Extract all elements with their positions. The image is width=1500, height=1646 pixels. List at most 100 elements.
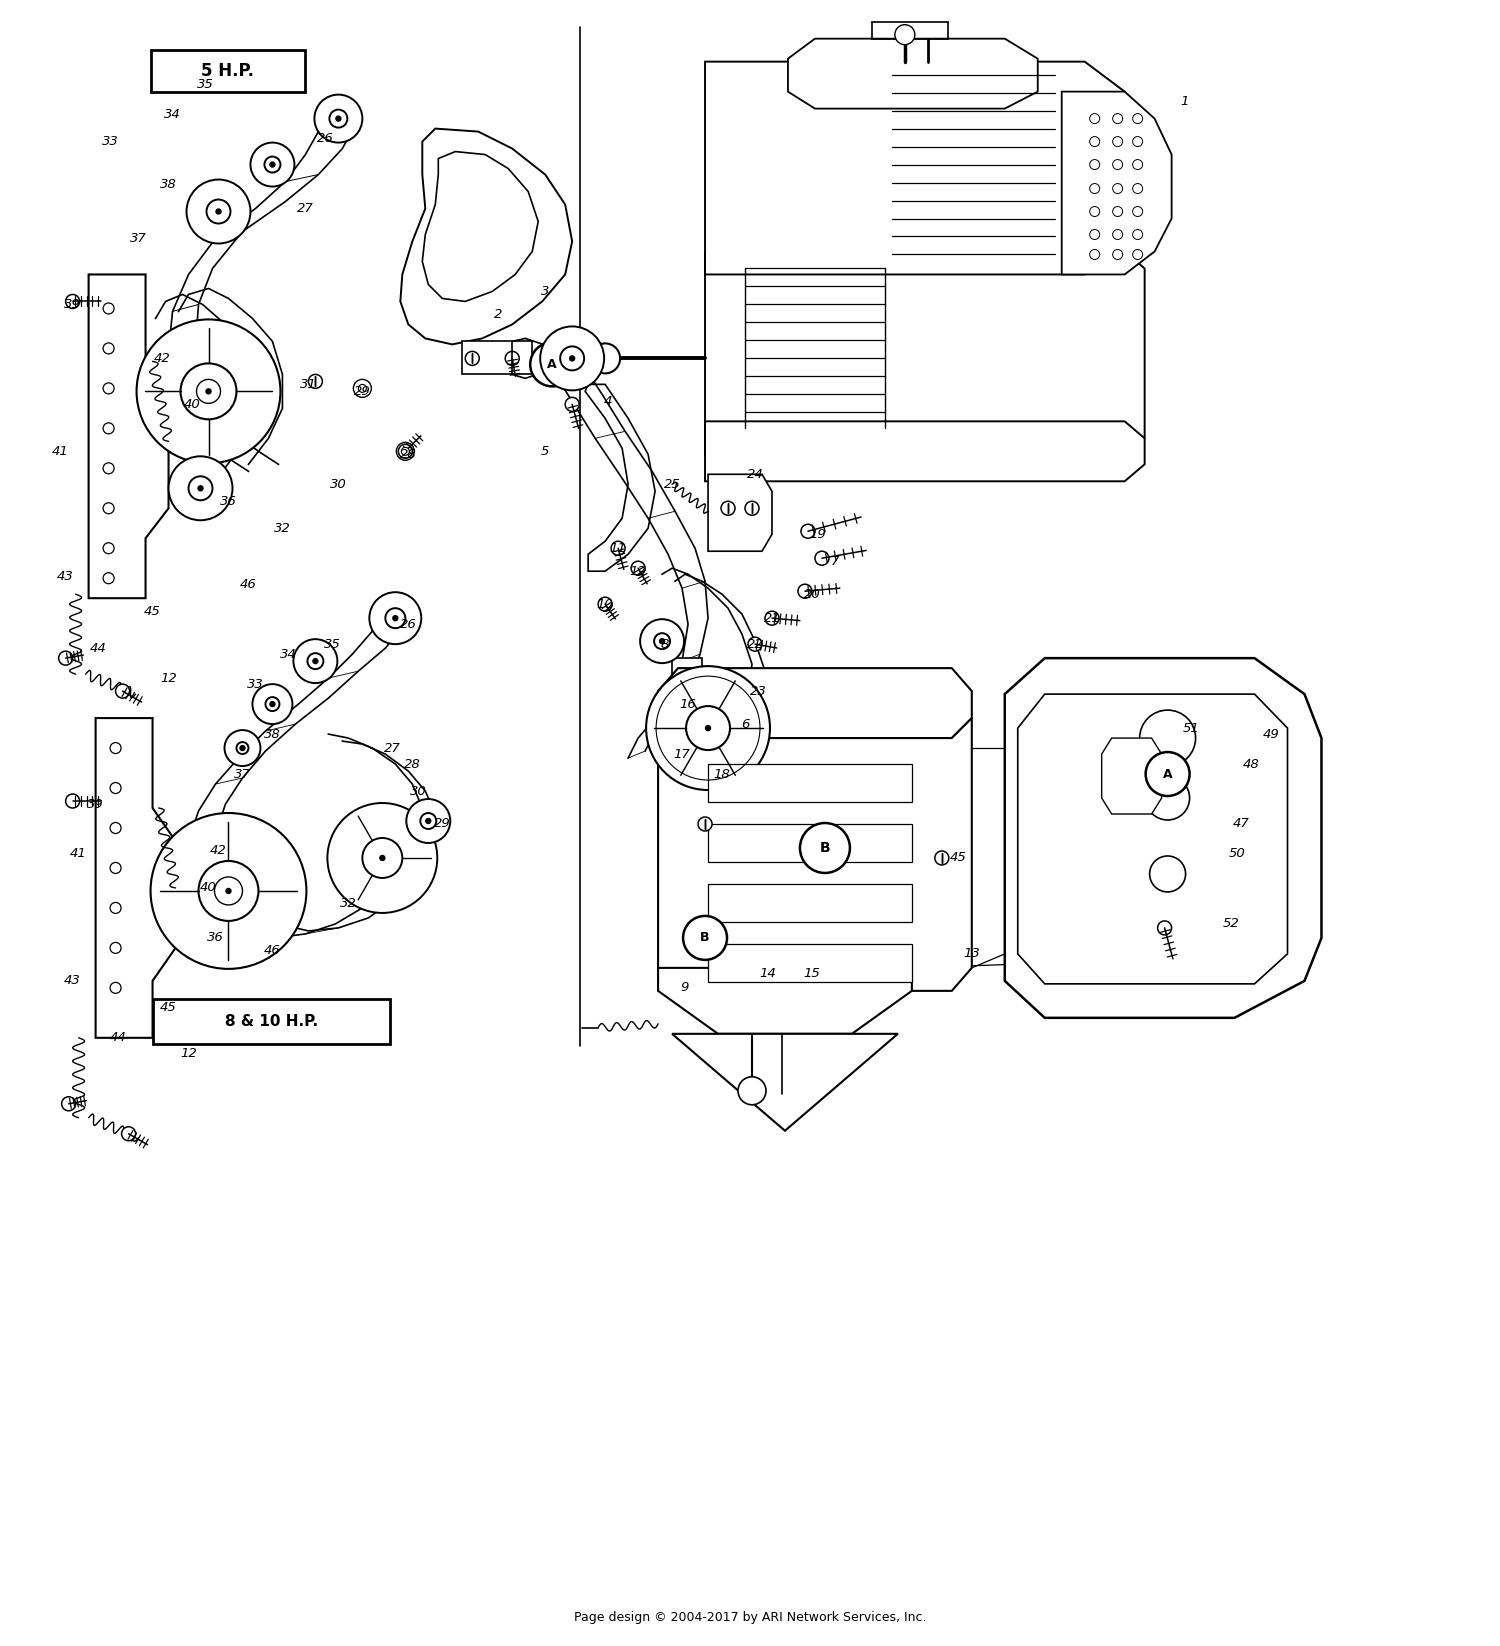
Text: 33: 33 (102, 135, 118, 148)
Circle shape (1132, 229, 1143, 239)
Circle shape (270, 161, 274, 166)
Polygon shape (672, 1034, 898, 1131)
Polygon shape (672, 793, 754, 854)
Circle shape (240, 746, 244, 751)
Circle shape (104, 543, 114, 553)
Text: 46: 46 (240, 578, 256, 591)
Text: 37: 37 (234, 767, 250, 780)
Circle shape (1146, 752, 1190, 797)
Text: 36: 36 (220, 495, 237, 507)
Text: B: B (700, 932, 709, 945)
Text: Page design © 2004-2017 by ARI Network Services, Inc.: Page design © 2004-2017 by ARI Network S… (573, 1611, 926, 1625)
Circle shape (426, 818, 430, 823)
Polygon shape (708, 825, 912, 863)
Text: 15: 15 (804, 968, 820, 981)
Circle shape (1113, 250, 1122, 260)
Circle shape (1089, 206, 1100, 217)
Circle shape (705, 726, 711, 731)
Polygon shape (1101, 737, 1161, 815)
Circle shape (104, 384, 114, 393)
Circle shape (1089, 229, 1100, 239)
Circle shape (110, 902, 122, 914)
Text: 17: 17 (674, 747, 690, 760)
Circle shape (722, 502, 735, 515)
Text: 22: 22 (747, 637, 764, 650)
Circle shape (196, 379, 220, 403)
Circle shape (1113, 229, 1122, 239)
Circle shape (1132, 137, 1143, 146)
Circle shape (1132, 160, 1143, 170)
Text: 48: 48 (1244, 757, 1260, 770)
Text: 12: 12 (160, 672, 177, 685)
Bar (153, 999, 390, 1044)
Text: 12: 12 (180, 1047, 196, 1060)
Circle shape (327, 803, 438, 914)
Circle shape (420, 813, 436, 830)
Text: 29: 29 (433, 818, 450, 831)
Circle shape (1089, 160, 1100, 170)
Circle shape (698, 816, 712, 831)
Circle shape (1113, 114, 1122, 123)
Text: 28: 28 (404, 757, 420, 770)
Polygon shape (658, 968, 912, 1034)
Circle shape (465, 351, 480, 365)
Circle shape (748, 637, 762, 652)
Circle shape (540, 326, 604, 390)
Circle shape (1140, 709, 1196, 765)
Circle shape (1089, 137, 1100, 146)
Circle shape (1113, 137, 1122, 146)
Text: 45: 45 (950, 851, 966, 864)
Circle shape (216, 209, 220, 214)
Circle shape (270, 701, 274, 706)
Circle shape (226, 889, 231, 894)
Text: 35: 35 (324, 637, 340, 650)
Circle shape (570, 356, 574, 360)
Circle shape (251, 143, 294, 186)
Text: 32: 32 (274, 522, 291, 535)
Text: 26: 26 (400, 617, 417, 630)
Polygon shape (708, 884, 912, 922)
Circle shape (252, 685, 292, 724)
Circle shape (765, 611, 778, 625)
Text: 47: 47 (1233, 818, 1250, 831)
Text: 27: 27 (384, 742, 400, 754)
Circle shape (336, 117, 340, 122)
Text: 12: 12 (630, 565, 646, 578)
Circle shape (110, 943, 122, 953)
Circle shape (104, 342, 114, 354)
Circle shape (354, 379, 372, 397)
Circle shape (896, 25, 915, 44)
Circle shape (110, 782, 122, 793)
Circle shape (393, 616, 398, 621)
Circle shape (110, 983, 122, 993)
Text: 42: 42 (210, 844, 226, 858)
Polygon shape (1019, 695, 1287, 984)
Circle shape (396, 443, 414, 461)
Circle shape (186, 179, 250, 244)
Text: 30: 30 (330, 477, 346, 491)
Text: 5 H.P.: 5 H.P. (201, 61, 255, 79)
Circle shape (189, 476, 213, 500)
Circle shape (1089, 250, 1100, 260)
Circle shape (1158, 920, 1172, 935)
Polygon shape (462, 341, 532, 374)
Circle shape (58, 652, 72, 665)
Circle shape (640, 619, 684, 663)
Circle shape (104, 502, 114, 514)
Polygon shape (1005, 658, 1322, 1017)
Polygon shape (96, 718, 176, 1039)
Circle shape (610, 542, 626, 555)
Circle shape (214, 877, 243, 905)
Text: 35: 35 (196, 77, 214, 91)
Text: 34: 34 (164, 109, 182, 122)
Text: 20: 20 (804, 588, 820, 601)
Circle shape (363, 838, 402, 877)
Circle shape (62, 1096, 75, 1111)
Text: 37: 37 (130, 232, 147, 245)
Text: 2: 2 (494, 308, 502, 321)
Text: 5: 5 (542, 444, 549, 458)
Text: 44: 44 (110, 1032, 128, 1044)
Polygon shape (672, 658, 702, 793)
Text: A: A (548, 357, 556, 370)
Text: 7: 7 (831, 555, 839, 568)
